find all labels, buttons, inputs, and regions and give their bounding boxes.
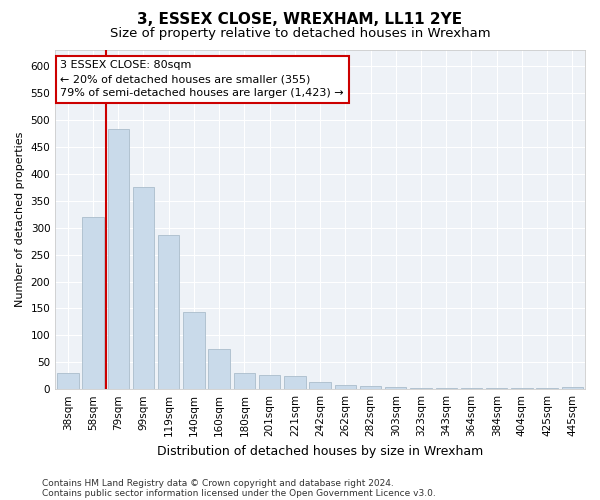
- Bar: [133, 188, 154, 389]
- Bar: [335, 386, 356, 389]
- Bar: [360, 386, 381, 389]
- Bar: [107, 129, 129, 389]
- Bar: [562, 387, 583, 389]
- Bar: [158, 234, 179, 389]
- Bar: [284, 376, 305, 389]
- Text: Contains HM Land Registry data © Crown copyright and database right 2024.: Contains HM Land Registry data © Crown c…: [42, 478, 394, 488]
- Bar: [259, 374, 280, 389]
- Text: 3 ESSEX CLOSE: 80sqm
← 20% of detached houses are smaller (355)
79% of semi-deta: 3 ESSEX CLOSE: 80sqm ← 20% of detached h…: [61, 60, 344, 98]
- Text: Size of property relative to detached houses in Wrexham: Size of property relative to detached ho…: [110, 28, 490, 40]
- Bar: [536, 388, 558, 389]
- Bar: [461, 388, 482, 389]
- Bar: [310, 382, 331, 389]
- Bar: [410, 388, 432, 389]
- Bar: [233, 373, 255, 389]
- Bar: [511, 388, 533, 389]
- Bar: [57, 373, 79, 389]
- Bar: [208, 349, 230, 389]
- Bar: [436, 388, 457, 389]
- Bar: [486, 388, 508, 389]
- Text: 3, ESSEX CLOSE, WREXHAM, LL11 2YE: 3, ESSEX CLOSE, WREXHAM, LL11 2YE: [137, 12, 463, 28]
- Y-axis label: Number of detached properties: Number of detached properties: [15, 132, 25, 308]
- Bar: [385, 387, 406, 389]
- Bar: [82, 217, 104, 389]
- X-axis label: Distribution of detached houses by size in Wrexham: Distribution of detached houses by size …: [157, 444, 483, 458]
- Text: Contains public sector information licensed under the Open Government Licence v3: Contains public sector information licen…: [42, 488, 436, 498]
- Bar: [183, 312, 205, 389]
